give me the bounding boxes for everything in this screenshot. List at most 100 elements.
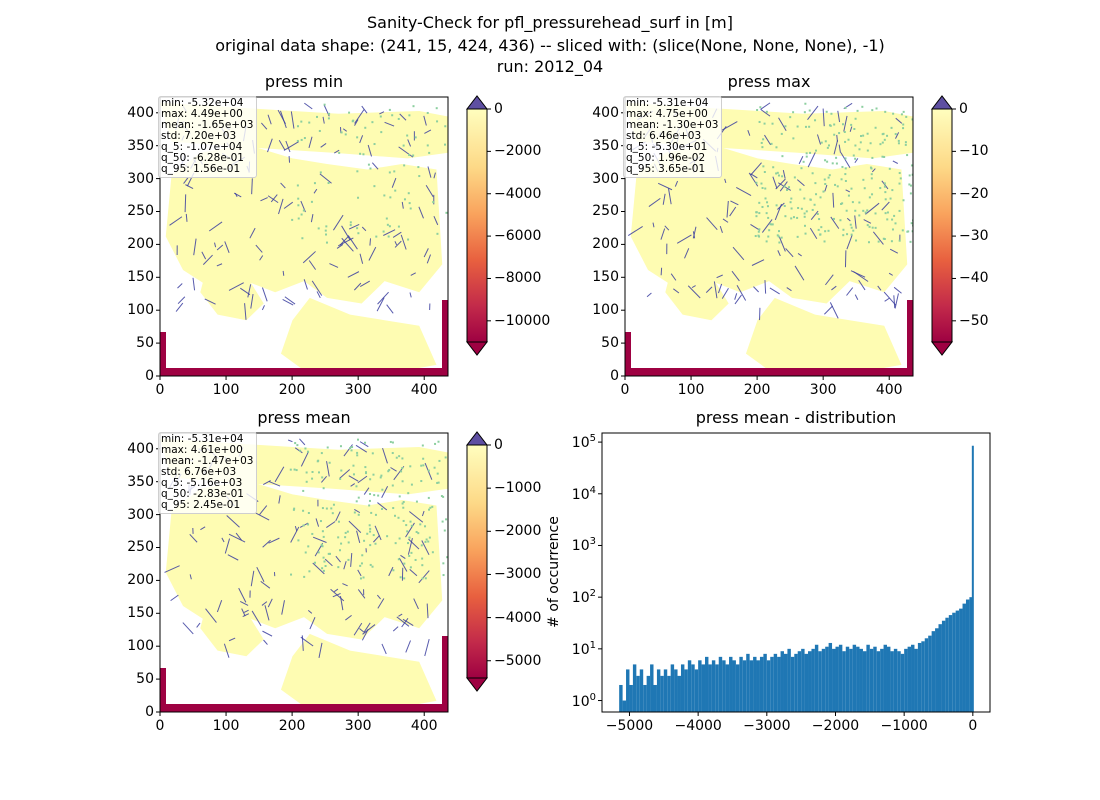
histogram-bar [705,656,709,712]
wet-cell [424,577,427,580]
histogram-bar [708,664,712,712]
histogram-bar [643,684,647,712]
river-segment [398,146,414,158]
river-segment [831,285,837,291]
river-segment [392,231,402,238]
wet-cell [391,441,394,444]
wet-cell [373,494,376,497]
wet-cell [412,105,415,108]
wet-cell [786,188,789,191]
river-segment [367,144,372,157]
stat-line: min: -5.31e+04 [161,433,244,445]
wet-cell [327,117,330,120]
wet-cell [440,495,443,498]
wet-cell [324,229,327,232]
wet-cell [399,576,402,579]
wet-cell [808,125,811,128]
river-segment [717,283,723,294]
colorbar-mean [465,431,491,692]
river-segment [183,177,189,184]
wet-cell [377,494,380,497]
river-segment [313,188,318,194]
boundary-strip-bottom [627,368,911,376]
wet-cell [820,226,823,229]
wet-cell [415,530,418,533]
river-segment [244,303,247,320]
histogram-bar [711,660,716,712]
wet-cell [882,237,885,240]
x-tick-label: 300 [809,382,837,398]
x-tick-label: −2000 [811,718,860,734]
wet-cell [854,209,857,212]
river-segment [674,180,679,187]
wet-cell [803,212,806,215]
wet-cell [379,115,382,118]
wet-cell [763,171,766,174]
colorbar-tick-label: −10000 [494,312,551,329]
river-segment [736,186,752,196]
histogram-bar [729,656,733,712]
river-segment [794,265,805,281]
wet-cell [758,212,761,215]
river-segment [270,194,278,203]
wet-cell [910,164,913,167]
wet-cell [759,106,762,109]
wet-cell [395,456,398,459]
wet-cell [907,230,910,233]
wet-cell [765,110,768,113]
river-segment [316,291,321,299]
wet-cell [360,562,363,565]
wet-cell [302,209,305,212]
y-tick-exponent: 4 [589,484,596,496]
wet-cell [866,132,869,135]
histogram-bar [835,646,839,712]
wet-cell [761,146,764,149]
wet-cell [325,233,328,236]
wet-cell [368,524,371,527]
histogram-bar [862,651,867,712]
x-tick-label: 100 [677,382,705,398]
colorbar-tick-label: 0 [494,437,503,453]
wet-cell [854,157,857,160]
wet-cell [415,500,418,503]
histogram-bar [687,660,692,712]
river-segment [261,601,268,606]
river-segment [164,565,180,573]
wet-cell [884,110,887,113]
wet-cell [826,146,829,149]
histogram-bar [880,648,884,712]
wet-cell [357,496,360,499]
wet-cell [351,446,354,449]
river-segment [824,305,834,315]
wet-cell [804,125,807,128]
wet-cell [911,173,913,176]
wet-cell [344,536,347,539]
river-segment [772,176,778,189]
river-segment [854,158,859,164]
wet-cell [409,207,412,210]
wet-cell [302,489,305,492]
river-segment [721,121,738,131]
wet-cell [405,524,408,527]
river-segment [786,287,792,292]
river-segment [322,116,325,124]
river-segment [348,475,359,482]
wet-cell [305,471,308,474]
wet-cell [409,465,412,468]
river-segment [667,188,672,205]
y-tick-label: 100 [592,302,619,319]
wet-cell [369,527,372,530]
wet-cell [770,223,773,226]
wet-cell [391,114,394,117]
river-segment [216,244,224,251]
histogram-bar [777,656,781,712]
wet-cell [883,238,886,241]
wet-cell [867,241,870,244]
histogram-bar [735,664,740,712]
wet-cell [870,167,873,170]
wet-cell [303,137,306,140]
river-segment [400,554,406,559]
river-segment [884,297,890,302]
wet-cell [427,469,430,472]
river-segment [334,149,340,154]
